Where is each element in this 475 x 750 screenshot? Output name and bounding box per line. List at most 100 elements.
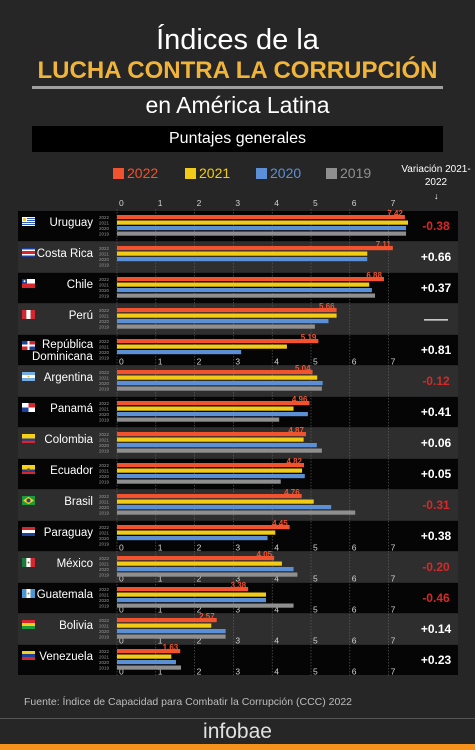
year-label: 2022 [99, 277, 110, 282]
bar-2020 [117, 288, 372, 293]
bar-2019 [117, 448, 322, 453]
year-label: 2020 [99, 381, 110, 386]
country-label: Colombia [44, 434, 93, 446]
value-label: 4.96 [292, 395, 308, 404]
x-tick-label: 5 [313, 357, 318, 367]
x-tick-label: 5 [313, 636, 318, 646]
country-label: Chile [67, 279, 93, 291]
uruguay-flag [22, 217, 35, 226]
year-label: 2019 [99, 511, 110, 516]
legend-item-2021: 2021 [185, 162, 230, 184]
value-label: 6.88 [366, 271, 382, 280]
row-band [18, 645, 458, 675]
country-label: Venezuela [39, 651, 93, 663]
variation-value: +0.05 [421, 467, 452, 481]
paraguay-flag [22, 527, 35, 536]
bar-2019 [117, 603, 294, 608]
ecuador-flag [22, 465, 35, 474]
bar-2020 [117, 567, 294, 572]
x-tick-label: 0 [119, 357, 124, 367]
year-label: 2022 [99, 618, 110, 623]
year-label: 2020 [99, 226, 110, 231]
subtitle: Puntajes generales [169, 130, 306, 147]
bar-2019 [117, 324, 315, 329]
costa-rica-flag [22, 248, 35, 257]
bar-2020 [117, 319, 329, 324]
value-label: 3.38 [231, 581, 247, 590]
variation-value: +0.06 [421, 436, 452, 450]
year-label: 2022 [99, 308, 110, 313]
year-label: 2021 [99, 345, 110, 350]
bolivia-flag [22, 620, 35, 629]
mexico-flag [22, 558, 35, 567]
legend-item-2019: 2019 [326, 162, 371, 184]
x-tick-label: 2 [197, 574, 202, 584]
bar-2020 [117, 505, 332, 510]
year-label: 2020 [99, 536, 110, 541]
bar-2022 [117, 339, 319, 344]
country-label: México [57, 558, 93, 570]
variation-value: -0.12 [422, 374, 450, 388]
x-tick-label: 3 [235, 667, 240, 677]
country-label: Brasil [64, 496, 93, 508]
chile-flag [22, 279, 35, 288]
bar-2022 [117, 401, 310, 406]
variation-value: —— [424, 312, 448, 326]
country-label: Costa Rica [37, 248, 94, 260]
bar-2019 [117, 572, 298, 577]
legend-swatch [113, 167, 124, 179]
legend-swatch [256, 167, 267, 179]
venezuela-flag [22, 651, 35, 660]
bar-2019 [117, 634, 226, 639]
bar-2020 [117, 443, 317, 448]
bar-2022 [117, 370, 313, 375]
x-tick-label: 6 [352, 574, 357, 584]
x-tick-label: 1 [158, 574, 163, 584]
bar-2022 [117, 525, 290, 530]
x-tick-label: 3 [235, 605, 240, 615]
bar-2021 [117, 437, 304, 442]
variation-value: -0.31 [422, 498, 450, 512]
variation-value: +0.66 [421, 250, 452, 264]
variation-value: +0.38 [421, 529, 452, 543]
bar-2022 [117, 618, 217, 623]
row-band [18, 614, 458, 644]
bar-2020 [117, 412, 308, 417]
variation-value: -0.38 [422, 219, 450, 233]
country-label: Ecuador [50, 465, 93, 477]
year-label: 2022 [99, 215, 110, 220]
bar-2021 [117, 282, 370, 287]
bar-2019 [117, 386, 322, 391]
year-label: 2021 [99, 500, 110, 505]
year-label: 2020 [99, 319, 110, 324]
x-tick-label: 5 [313, 605, 318, 615]
source-note: Fuente: Índice de Capacidad para Combati… [24, 696, 353, 708]
value-label: 7.11 [376, 240, 392, 249]
year-label: 2021 [99, 283, 110, 288]
variation-value: +0.37 [421, 281, 452, 295]
year-label: 2020 [99, 598, 110, 603]
variation-value: -0.46 [422, 591, 450, 605]
x-tick-label: 6 [352, 636, 357, 646]
x-tick-label: 3 [235, 574, 240, 584]
x-tick-label: 1 [158, 198, 163, 208]
bar-2022 [117, 649, 181, 654]
bar-2019 [117, 293, 376, 298]
country-label: Perú [69, 310, 93, 322]
value-label: 4.76 [284, 488, 300, 497]
x-tick-label: 1 [158, 605, 163, 615]
footer-divider [0, 718, 475, 719]
year-label: 2022 [99, 587, 110, 592]
panama-flag [22, 403, 35, 412]
year-label: 2020 [99, 505, 110, 510]
bar-2021 [117, 561, 282, 566]
argentina-flag [22, 372, 35, 381]
country-label: Dominicana [32, 351, 93, 363]
x-tick-label: 2 [197, 198, 202, 208]
variation-value: -0.20 [422, 560, 450, 574]
year-label: 2021 [99, 469, 110, 474]
legend-swatch [326, 167, 337, 179]
legend-item-2020: 2020 [256, 162, 301, 184]
value-label: 4.45 [272, 519, 288, 528]
value-label: 5.04 [295, 364, 311, 373]
